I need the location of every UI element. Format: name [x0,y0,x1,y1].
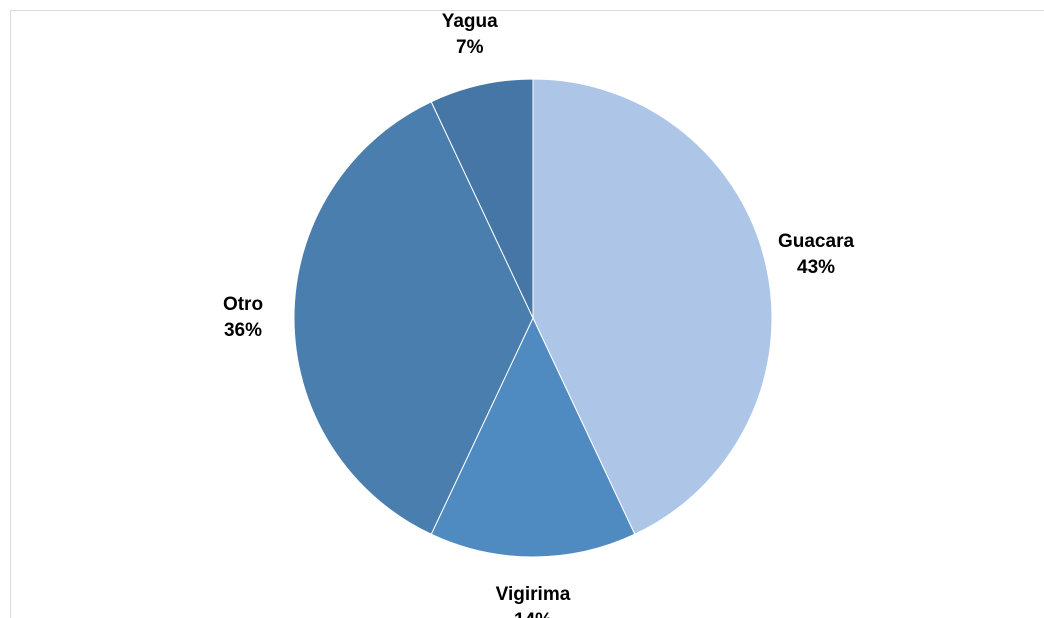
slice-value-label: 43% [797,257,835,278]
slice-category-label: Vigirima [496,584,571,605]
chart-frame [10,10,1044,618]
pie-slice [430,316,636,558]
slice-category-label: Otro [223,294,263,315]
slice-value-label: 36% [224,320,262,341]
pie-slice [532,78,773,535]
pie-slice [293,101,534,535]
slice-value-label: 14% [514,610,552,618]
pie-slice [430,78,534,319]
slice-category-label: Yagua [442,11,498,32]
slice-category-label: Guacara [778,231,854,252]
slice-value-label: 7% [456,37,484,58]
